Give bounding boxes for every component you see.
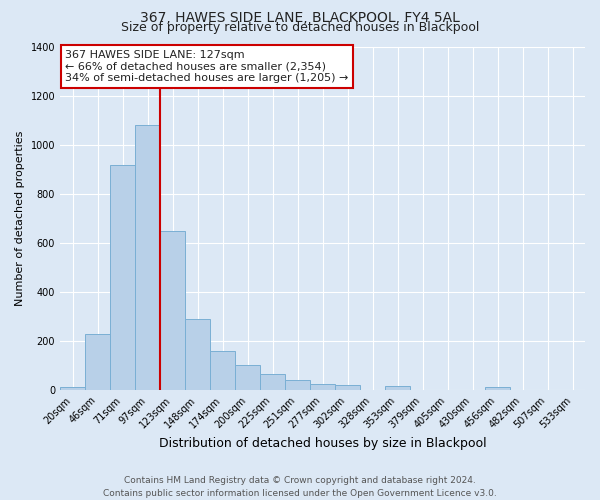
- Text: 367 HAWES SIDE LANE: 127sqm
← 66% of detached houses are smaller (2,354)
34% of : 367 HAWES SIDE LANE: 127sqm ← 66% of det…: [65, 50, 349, 83]
- Bar: [310, 384, 335, 390]
- Bar: [260, 374, 285, 390]
- Bar: [85, 334, 110, 390]
- Bar: [285, 380, 310, 390]
- Bar: [185, 319, 210, 390]
- Bar: [160, 231, 185, 390]
- Bar: [235, 365, 260, 390]
- Bar: [335, 386, 360, 390]
- Bar: [210, 352, 235, 390]
- Y-axis label: Number of detached properties: Number of detached properties: [15, 130, 25, 306]
- Bar: [110, 165, 135, 390]
- Bar: [485, 386, 510, 390]
- Text: 367, HAWES SIDE LANE, BLACKPOOL, FY4 5AL: 367, HAWES SIDE LANE, BLACKPOOL, FY4 5AL: [140, 11, 460, 25]
- X-axis label: Distribution of detached houses by size in Blackpool: Distribution of detached houses by size …: [159, 437, 487, 450]
- Bar: [385, 386, 410, 390]
- Bar: [60, 386, 85, 390]
- Text: Size of property relative to detached houses in Blackpool: Size of property relative to detached ho…: [121, 21, 479, 34]
- Text: Contains HM Land Registry data © Crown copyright and database right 2024.
Contai: Contains HM Land Registry data © Crown c…: [103, 476, 497, 498]
- Bar: [135, 125, 160, 390]
